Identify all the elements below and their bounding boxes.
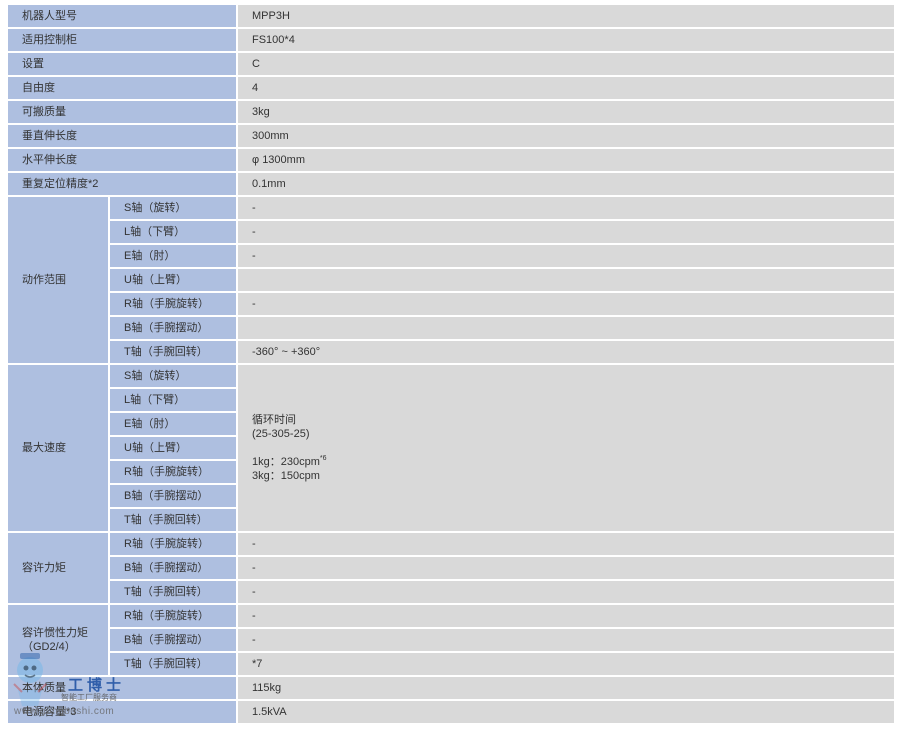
table-row: 本体质量 115kg	[6, 675, 896, 701]
axis-value	[236, 267, 896, 293]
group-label-allowable-inertia: 容许惯性力矩（GD2/4）	[6, 603, 110, 677]
axis-label: B轴（手腕摆动）	[108, 555, 238, 581]
table-row: B轴（手腕摆动）	[7, 315, 896, 341]
table-row: 电源容量*3 1.5kVA	[6, 699, 896, 725]
table-row: T轴（手腕回转） *7	[7, 651, 896, 677]
axis-label: T轴（手腕回转）	[108, 579, 238, 605]
axis-value: -	[236, 531, 896, 557]
table-row: B轴（手腕摆动） -	[7, 627, 896, 653]
spec-table: 机器人型号 MPP3H 适用控制柜 FS100*4 设置 C 自由度 4 可搬质…	[6, 3, 896, 725]
table-row: B轴（手腕摆动）	[7, 483, 895, 509]
row-value: 300mm	[236, 123, 896, 149]
axis-value: -	[236, 243, 896, 269]
table-row: R轴（手腕旋转） -	[7, 291, 896, 317]
axis-label: T轴（手腕回转）	[108, 507, 238, 533]
table-row: T轴（手腕回转） -360° ~ +360°	[7, 339, 896, 365]
axis-value: -	[236, 627, 896, 653]
max-speed-value: 循环时间 (25-305-25) 1kg：230cpm*6 3kg：150cpm	[236, 363, 896, 533]
axis-label: S轴（旋转）	[108, 195, 238, 221]
table-row: 容许力矩 R轴（手腕旋转） -	[6, 531, 896, 605]
axis-value: -	[236, 219, 896, 245]
cycle-pattern: (25-305-25)	[252, 428, 310, 440]
axis-label: E轴（肘）	[108, 411, 238, 437]
table-row: U轴（上臂）	[7, 267, 896, 293]
row-label: 重复定位精度*2	[6, 171, 238, 197]
axis-label: B轴（手腕摆动）	[108, 315, 238, 341]
footnote-mark: *6	[319, 455, 327, 462]
table-row: 设置 C	[6, 51, 896, 77]
row-value: C	[236, 51, 896, 77]
row-label: 本体质量	[6, 675, 238, 701]
axis-value	[236, 315, 896, 341]
table-row: 可搬质量 3kg	[6, 99, 896, 125]
axis-label: L轴（下臂）	[108, 387, 238, 413]
axis-label: R轴（手腕旋转）	[108, 603, 238, 629]
table-row: U轴（上臂）	[7, 435, 895, 461]
row-label: 设置	[6, 51, 238, 77]
table-row: 容许惯性力矩（GD2/4） R轴（手腕旋转） -	[6, 603, 896, 677]
axis-label: T轴（手腕回转）	[108, 651, 238, 677]
table-row: 垂直伸长度 300mm	[6, 123, 896, 149]
row-label: 可搬质量	[6, 99, 238, 125]
axis-value: *7	[236, 651, 896, 677]
row-value: FS100*4	[236, 27, 896, 53]
axis-label: U轴（上臂）	[108, 267, 238, 293]
row-value: 115kg	[236, 675, 896, 701]
table-row: T轴（手腕回转） -	[7, 579, 896, 605]
row-value: 1.5kVA	[236, 699, 896, 725]
row-label: 水平伸长度	[6, 147, 238, 173]
axis-label: B轴（手腕摆动）	[108, 483, 238, 509]
table-row: 动作范围 S轴（旋转） -	[6, 195, 896, 365]
axis-value: -	[236, 603, 896, 629]
group-label-motion-range: 动作范围	[6, 195, 110, 365]
axis-label: S轴（旋转）	[108, 363, 238, 389]
axis-label: T轴（手腕回转）	[108, 339, 238, 365]
axis-label: R轴（手腕旋转）	[108, 291, 238, 317]
table-row: 机器人型号 MPP3H	[6, 3, 896, 29]
table-row: R轴（手腕旋转）	[7, 459, 895, 485]
table-row: E轴（肘）	[7, 411, 895, 437]
group-label-max-speed: 最大速度	[6, 363, 110, 533]
axis-label: E轴（肘）	[108, 243, 238, 269]
row-label: 自由度	[6, 75, 238, 101]
table-row: 适用控制柜 FS100*4	[6, 27, 896, 53]
watermark-title: 工博士	[68, 676, 126, 694]
axis-label: L轴（下臂）	[108, 219, 238, 245]
row-value: MPP3H	[236, 3, 896, 29]
table-row: 水平伸长度 φ 1300mm	[6, 147, 896, 173]
axis-value: -	[236, 555, 896, 581]
table-row: T轴（手腕回转）	[7, 507, 895, 533]
row-value: 0.1mm	[236, 171, 896, 197]
row-label: 机器人型号	[6, 3, 238, 29]
table-row: B轴（手腕摆动） -	[7, 555, 896, 581]
row-value: 4	[236, 75, 896, 101]
axis-label: R轴（手腕旋转）	[108, 459, 238, 485]
speed-line-1: 1kg：230cpm*6	[252, 455, 327, 468]
table-row: L轴（下臂）	[7, 387, 895, 413]
watermark-url: www.gongboshi.com	[14, 706, 115, 717]
row-label: 垂直伸长度	[6, 123, 238, 149]
axis-value: -	[236, 195, 896, 221]
row-value: φ 1300mm	[236, 147, 896, 173]
table-row: 自由度 4	[6, 75, 896, 101]
table-row: E轴（肘） -	[7, 243, 896, 269]
axis-value: -360° ~ +360°	[236, 339, 896, 365]
axis-value: -	[236, 579, 896, 605]
axis-label: R轴（手腕旋转）	[108, 531, 238, 557]
table-row: 最大速度 S轴（旋转） 循环时间 (25-305-25) 1kg：230cpm*…	[6, 363, 896, 533]
speed-line-2: 3kg：150cpm	[252, 470, 320, 482]
cycle-title: 循环时间	[252, 414, 296, 426]
row-label: 适用控制柜	[6, 27, 238, 53]
group-label-allowable-torque: 容许力矩	[6, 531, 110, 605]
axis-label: B轴（手腕摆动）	[108, 627, 238, 653]
axis-value: -	[236, 291, 896, 317]
table-row: 重复定位精度*2 0.1mm	[6, 171, 896, 197]
table-row: L轴（下臂） -	[7, 219, 896, 245]
axis-label: U轴（上臂）	[108, 435, 238, 461]
watermark-subtitle: 智能工厂服务商	[61, 693, 117, 702]
row-value: 3kg	[236, 99, 896, 125]
row-label: 电源容量*3	[6, 699, 238, 725]
